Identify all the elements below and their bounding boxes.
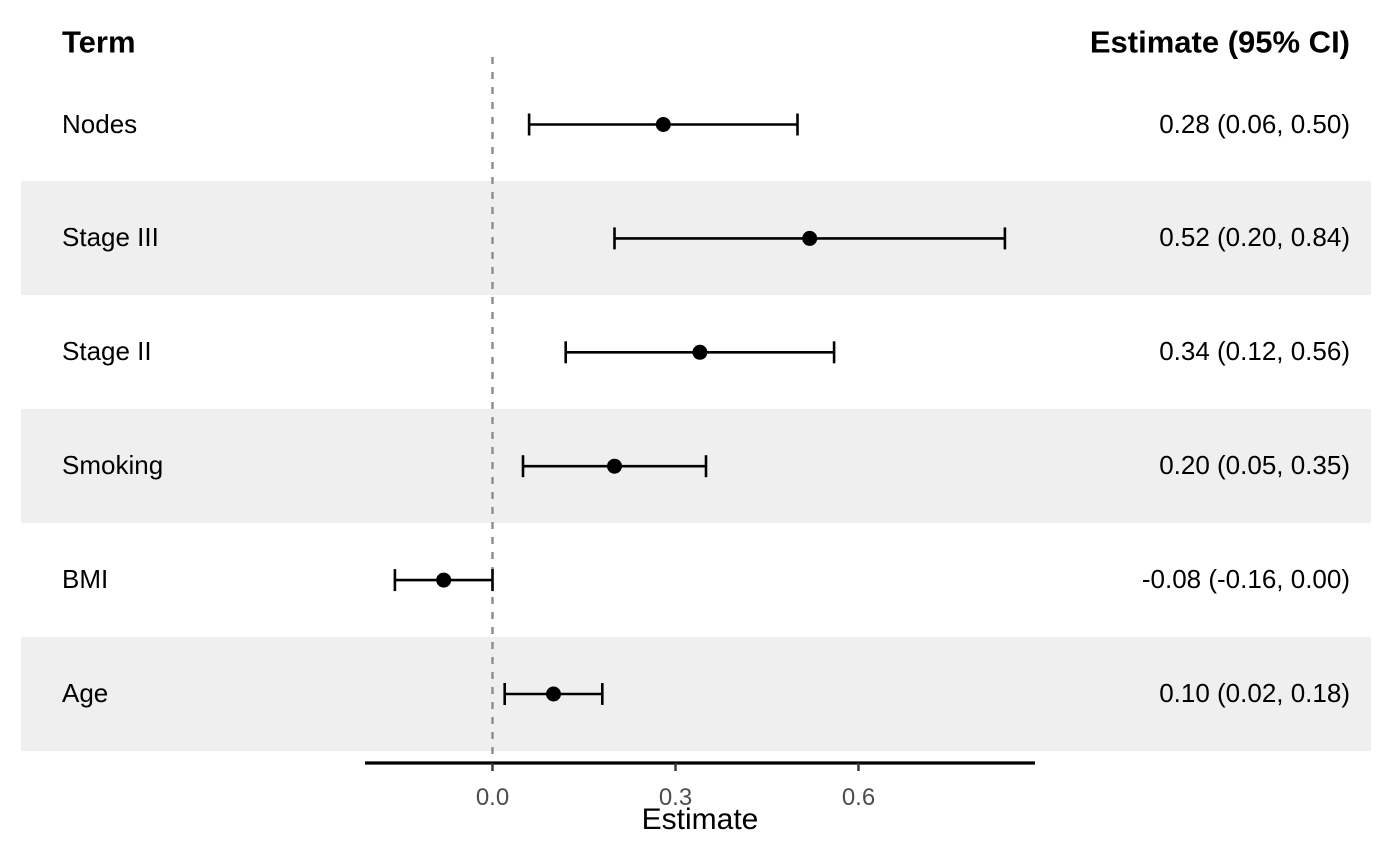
x-axis-title: Estimate <box>641 803 759 836</box>
term-label-stage-ii: Stage II <box>62 336 152 367</box>
estimate-ci-label-smoking: 0.20 (0.05, 0.35) <box>1159 450 1350 481</box>
point-estimate-smoking <box>607 458 622 474</box>
term-label-smoking: Smoking <box>62 450 164 481</box>
estimate-ci-label-stage-iii: 0.52 (0.20, 0.84) <box>1159 222 1350 253</box>
term-label-nodes: Nodes <box>62 108 138 139</box>
term-label-stage-iii: Stage III <box>62 222 159 253</box>
row-stripe-age <box>21 637 1371 751</box>
estimate-ci-label-age: 0.10 (0.02, 0.18) <box>1159 677 1350 708</box>
estimate-column-header: Estimate (95% CI) <box>1089 24 1350 60</box>
term-column-header: Term <box>62 24 136 60</box>
term-label-bmi: BMI <box>62 563 109 594</box>
term-label-age: Age <box>62 677 109 708</box>
x-axis-tick-label-0.0: 0.0 <box>476 784 509 811</box>
point-estimate-age <box>546 686 561 702</box>
estimate-ci-label-nodes: 0.28 (0.06, 0.50) <box>1159 108 1350 139</box>
x-axis-tick-label-0.3: 0.3 <box>659 784 692 811</box>
estimate-ci-label-stage-ii: 0.34 (0.12, 0.56) <box>1159 336 1350 367</box>
x-axis-tick-label-0.6: 0.6 <box>842 784 875 811</box>
point-estimate-stage-ii <box>692 344 708 360</box>
estimate-ci-label-bmi: -0.08 (-0.16, 0.00) <box>1141 563 1350 594</box>
point-estimate-bmi <box>436 572 452 588</box>
point-estimate-nodes <box>655 117 671 132</box>
point-estimate-stage-iii <box>802 230 818 246</box>
